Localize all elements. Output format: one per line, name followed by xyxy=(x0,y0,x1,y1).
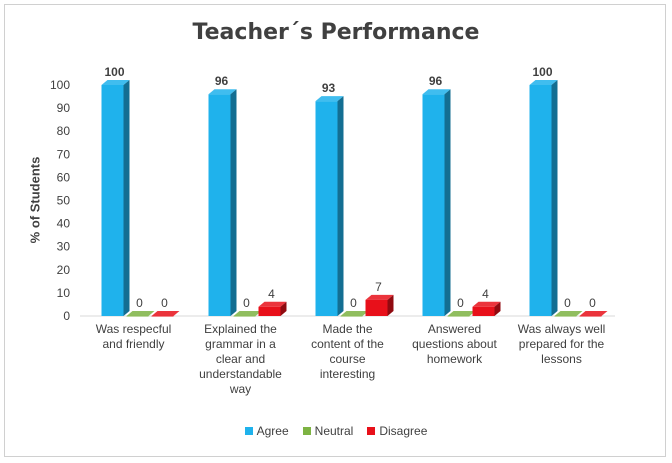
bar-agree-1 xyxy=(208,89,237,317)
y-tick-label: 10 xyxy=(57,286,71,300)
bar-disagree-3 xyxy=(472,301,501,316)
x-category-label: Was respecful and friendly xyxy=(96,322,172,351)
data-label-agree: 93 xyxy=(322,81,336,95)
data-label-neutral: 0 xyxy=(457,296,464,310)
bar-neutral-3 xyxy=(447,311,476,317)
bar-disagree-2 xyxy=(365,294,394,316)
legend-label: Neutral xyxy=(314,424,354,438)
y-tick-label: 90 xyxy=(57,101,71,115)
legend: Agree Neutral Disagree xyxy=(0,424,672,438)
bar-disagree-1 xyxy=(258,301,287,316)
legend-swatch xyxy=(244,427,253,435)
legend-item-neutral: Neutral xyxy=(302,424,354,438)
data-label-neutral: 0 xyxy=(136,296,143,310)
data-label-disagree: 0 xyxy=(161,296,168,310)
y-tick-label: 70 xyxy=(57,147,71,161)
data-label-agree: 96 xyxy=(215,74,229,88)
chart-title: Teacher´s Performance xyxy=(192,20,480,45)
bar-neutral-0 xyxy=(126,311,155,317)
data-label-disagree: 0 xyxy=(589,296,596,310)
legend-label: Disagree xyxy=(379,424,428,438)
bar-disagree-0 xyxy=(151,311,180,317)
y-tick-label: 100 xyxy=(50,78,70,92)
y-tick-label: 0 xyxy=(63,309,70,323)
y-tick-label: 60 xyxy=(57,170,71,184)
legend-label: Agree xyxy=(256,424,289,438)
data-label-agree: 100 xyxy=(104,65,124,79)
y-tick-label: 30 xyxy=(57,240,71,254)
y-tick-label: 50 xyxy=(57,194,71,208)
x-category-label: Made the content of the course interesting xyxy=(311,322,384,381)
data-label-disagree: 4 xyxy=(482,287,489,301)
x-category-label: Was always well prepared for the lessons xyxy=(518,322,606,366)
legend-swatch xyxy=(302,427,311,435)
bar-neutral-2 xyxy=(340,311,369,317)
data-label-neutral: 0 xyxy=(350,296,357,310)
data-label-disagree: 4 xyxy=(268,287,275,301)
bar-agree-4 xyxy=(529,80,558,316)
data-label-neutral: 0 xyxy=(243,296,250,310)
bar-neutral-4 xyxy=(554,311,583,317)
legend-item-disagree: Disagree xyxy=(367,424,427,438)
bar-agree-2 xyxy=(315,96,344,316)
data-label-disagree: 7 xyxy=(375,280,382,294)
bar-disagree-4 xyxy=(579,311,608,317)
legend-swatch xyxy=(367,427,376,435)
y-tick-label: 40 xyxy=(57,217,71,231)
bar-neutral-1 xyxy=(233,311,262,317)
x-category-label: Explained the grammar in a clear and unders… xyxy=(199,322,282,396)
x-category-label: Answered questions about homework xyxy=(412,322,497,366)
y-tick-label: 80 xyxy=(57,124,71,138)
legend-item-agree: Agree xyxy=(244,424,289,438)
data-label-agree: 96 xyxy=(429,74,443,88)
data-label-agree: 100 xyxy=(532,65,552,79)
y-tick-label: 20 xyxy=(57,263,71,277)
data-label-neutral: 0 xyxy=(564,296,571,310)
bar-agree-3 xyxy=(422,89,451,317)
bar-agree-0 xyxy=(101,80,130,316)
